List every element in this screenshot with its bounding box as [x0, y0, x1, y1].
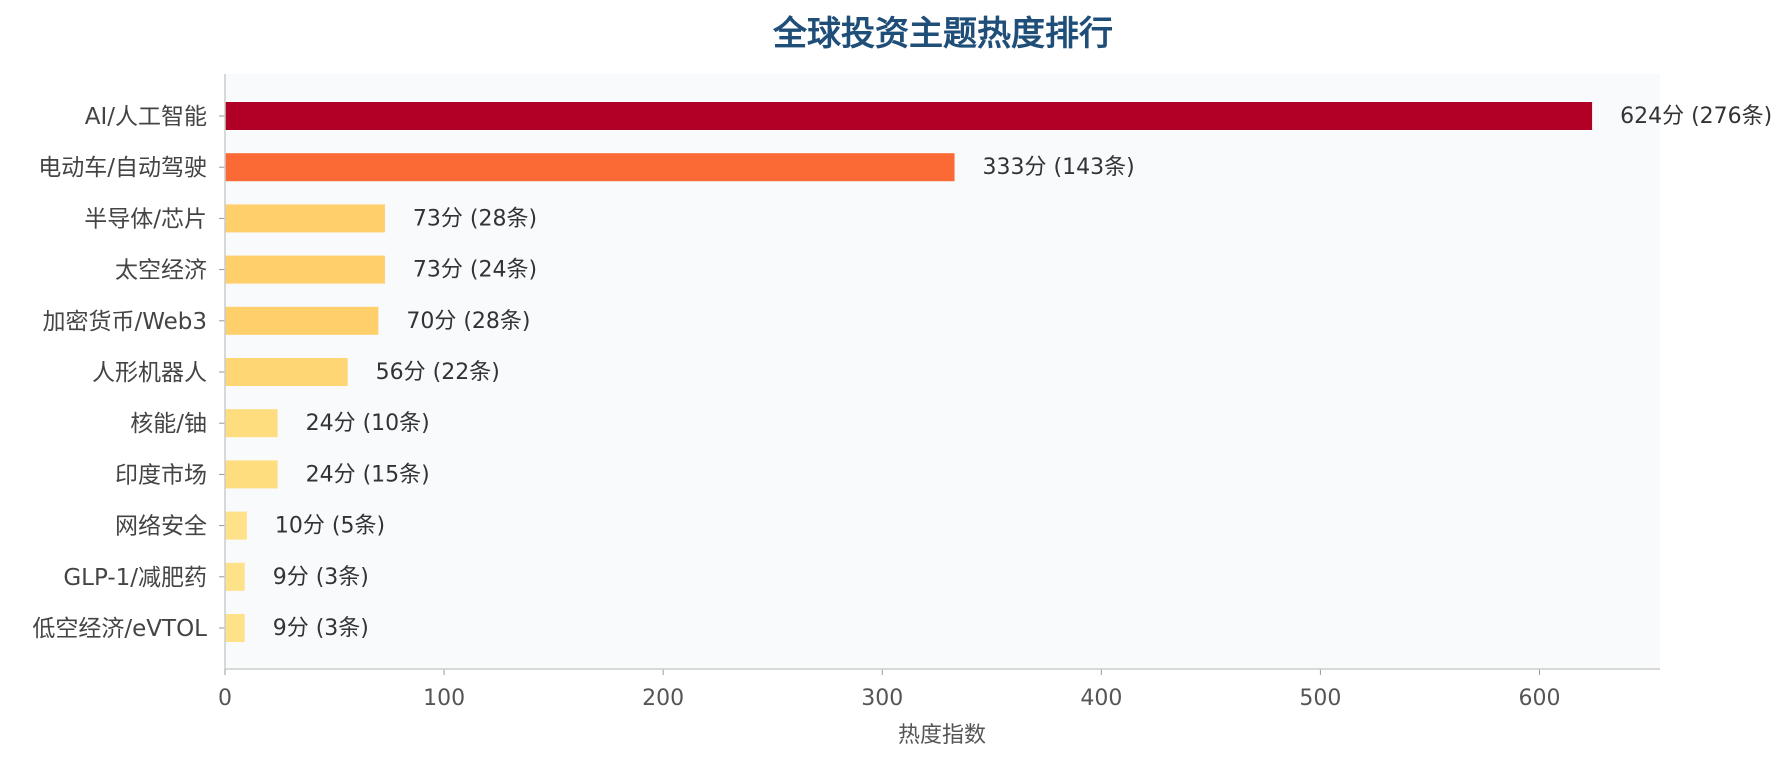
bar [225, 204, 385, 233]
bar [225, 358, 348, 386]
bar [225, 255, 385, 284]
data-label: 56分 (22条) [376, 360, 500, 385]
category-label: 网络安全 [115, 514, 207, 540]
x-tick-label: 100 [423, 686, 465, 711]
bar [225, 511, 247, 540]
bar [225, 562, 245, 591]
category-label: 低空经济/eVTOL [32, 616, 207, 642]
data-label: 9分 (3条) [273, 565, 369, 590]
data-label: 333分 (143条) [983, 155, 1135, 180]
data-label: 70分 (28条) [406, 309, 530, 334]
category-label: 太空经济 [115, 258, 207, 284]
data-label: 9分 (3条) [273, 616, 369, 641]
data-label: 73分 (24条) [413, 258, 537, 283]
x-axis-ticks: 0 100 200 300 400 500 600 [218, 669, 1561, 711]
category-label: 加密货币/Web3 [42, 309, 207, 335]
category-label: 印度市场 [115, 462, 207, 488]
category-label: 半导体/芯片 [84, 206, 207, 232]
category-label: GLP-1/减肥药 [63, 565, 207, 591]
x-tick-label: 500 [1299, 686, 1341, 711]
category-label: 核能/铀 [130, 411, 207, 437]
bar [225, 153, 955, 182]
x-tick-label: 400 [1080, 686, 1122, 711]
x-tick-label: 200 [642, 686, 684, 711]
x-tick-label: 300 [861, 686, 903, 711]
bar [225, 460, 278, 489]
data-label: 10分 (5条) [275, 514, 385, 539]
category-label: AI/人工智能 [85, 104, 207, 130]
bar [225, 102, 1593, 130]
category-label: 电动车/自动驾驶 [38, 155, 207, 181]
bars-group [225, 102, 1593, 642]
data-label: 73分 (28条) [413, 206, 537, 231]
bar [225, 614, 245, 642]
chart-title: 全球投资主题热度排行 [772, 14, 1113, 54]
bar [225, 306, 379, 335]
category-label: 人形机器人 [92, 360, 207, 386]
data-labels: 624分 (276条) 333分 (143条) 73分 (28条) 73分 (24条)… [273, 104, 1773, 641]
x-tick-label: 600 [1519, 686, 1561, 711]
x-axis-title: 热度指数 [898, 723, 986, 748]
data-label: 24分 (15条) [306, 462, 430, 487]
x-tick-label: 0 [218, 686, 232, 711]
bar [225, 409, 278, 438]
data-label: 24分 (10条) [306, 411, 430, 436]
data-label: 624分 (276条) [1620, 104, 1772, 129]
